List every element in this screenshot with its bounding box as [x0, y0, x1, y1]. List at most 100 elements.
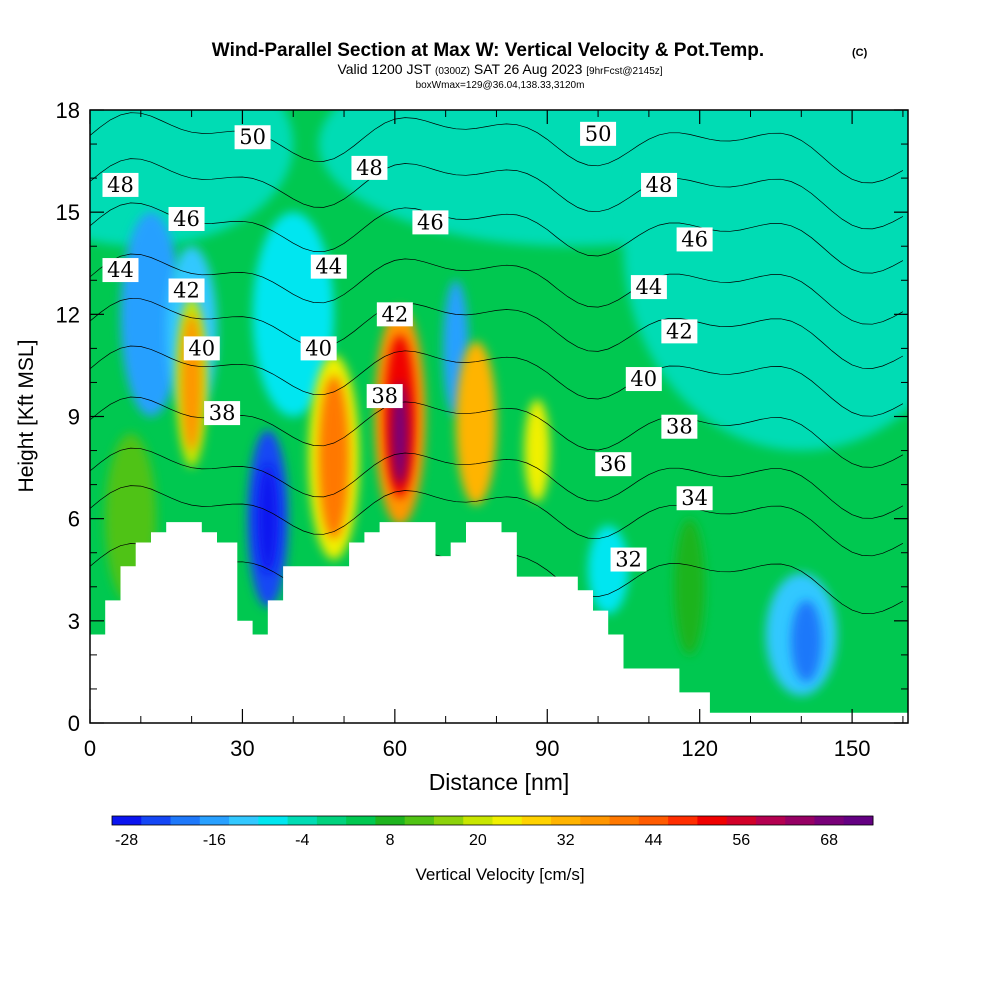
x-tick-label: 90 [535, 736, 559, 761]
y-tick-label: 0 [68, 711, 80, 736]
theta-label: 48 [102, 172, 139, 197]
theta-label-text: 40 [305, 336, 332, 360]
colorbar-swatch [521, 816, 552, 825]
velocity-blob-9 [257, 464, 278, 574]
colorbar-swatch [229, 816, 259, 825]
theta-label-box [168, 278, 205, 303]
velocity-blob-17 [524, 399, 550, 502]
theta-label-text: 44 [636, 275, 663, 299]
colorbar-tick-label: 56 [732, 832, 750, 849]
isentrope-50 [90, 112, 904, 184]
colorbar-swatch [814, 816, 845, 825]
theta-label: 44 [102, 258, 139, 283]
y-tick-label: 12 [56, 302, 80, 327]
colorbar-swatch [785, 816, 815, 825]
colorbar-swatch [346, 816, 376, 825]
theta-label: 38 [204, 401, 241, 426]
theta-label: 40 [300, 336, 337, 361]
theta-label-box [412, 210, 449, 235]
forecast-info: [9hrFcst@2145z] [586, 66, 663, 77]
theta-label-box [183, 336, 220, 361]
x-tick-label: 120 [681, 736, 718, 761]
theta-label-box [610, 547, 647, 572]
theta-label-text: 36 [600, 452, 627, 476]
theta-label: 38 [661, 414, 698, 439]
y-tick-label: 6 [68, 507, 80, 532]
y-tick-label: 15 [56, 200, 80, 225]
y-axis-label: Height [Kft MSL] [15, 340, 38, 493]
theta-label: 50 [580, 122, 617, 146]
theta-label-text: 40 [188, 336, 215, 360]
theta-label-text: 38 [371, 384, 398, 408]
colorbar-swatch [433, 816, 464, 825]
valid-prefix: Valid 1200 JST [337, 61, 431, 77]
theta-label-box [366, 384, 403, 409]
y-tick-label: 9 [68, 405, 80, 430]
theta-label: 44 [310, 254, 347, 279]
isentrope-44 [90, 253, 904, 325]
theta-label: 32 [610, 547, 647, 572]
colorbar-tick-label: -28 [115, 832, 138, 849]
velocity-blob-7 [181, 314, 202, 451]
colorbar-swatch [551, 816, 581, 825]
theta-label-text: 46 [173, 207, 200, 231]
x-tick-label: 60 [383, 736, 407, 761]
theta-label: 38 [366, 384, 403, 409]
velocity-blob-11 [318, 375, 350, 540]
theta-label-text: 46 [417, 210, 444, 234]
x-axis-label: Distance [nm] [429, 769, 570, 795]
theta-label-text: 32 [615, 548, 642, 572]
x-tick-label: 0 [84, 736, 96, 761]
colorbar-swatch [463, 816, 493, 825]
colorbar-swatch [316, 816, 347, 825]
colorbar-swatch [287, 816, 318, 825]
isentrope-46 [90, 202, 904, 274]
theta-label: 46 [676, 227, 713, 252]
theta-label: 48 [351, 155, 388, 180]
colorbar-swatch [112, 816, 142, 825]
theta-label-box [630, 275, 667, 300]
theta-label-text: 44 [107, 258, 134, 282]
colorbar-tick-label: -4 [295, 832, 309, 849]
valid-time-line: Valid 1200 JST (0300Z) SAT 26 Aug 2023 [… [337, 61, 662, 77]
colorbar-swatch [258, 816, 289, 825]
theta-label-text: 42 [173, 278, 200, 302]
velocity-blob-16 [455, 341, 497, 506]
theta-label: 48 [641, 172, 678, 197]
colorbar-outline [111, 815, 874, 826]
colorbar-tick-label: 8 [386, 832, 395, 849]
theta-label: 36 [595, 452, 632, 477]
theta-label-box [661, 319, 698, 344]
theta-label-text: 34 [681, 486, 708, 510]
isentrope-34 [90, 485, 904, 557]
colorbar-tick-label: 68 [820, 832, 838, 849]
theta-label-box [661, 414, 698, 439]
theta-label-text: 44 [315, 255, 342, 279]
colorbar-tick-label: 32 [557, 832, 575, 849]
theta-label: 46 [412, 210, 449, 235]
chart-title: Wind-Parallel Section at Max W: Vertical… [212, 40, 764, 61]
theta-label-box [204, 401, 241, 426]
theta-label: 42 [376, 302, 413, 327]
isentrope-48 [90, 158, 904, 230]
theta-label-text: 48 [356, 156, 383, 180]
y-tick-label: 3 [68, 609, 80, 634]
isentrope-40 [90, 345, 904, 417]
theta-label: 34 [676, 486, 713, 511]
colorbar-swatch [638, 816, 669, 825]
theta-label-text: 38 [209, 401, 236, 425]
isentrope-36 [90, 447, 904, 519]
x-tick-label: 150 [834, 736, 871, 761]
velocity-blob-22 [674, 518, 705, 655]
theta-label-text: 42 [666, 319, 693, 343]
theta-label-box [351, 155, 388, 180]
colorbar-tick-labels: -28 -16 -4 8 20 32 44 56 68 [115, 832, 838, 849]
theta-label-box [641, 172, 678, 197]
theta-label: 42 [168, 278, 205, 303]
theta-label-box [102, 172, 139, 197]
theta-label: 46 [168, 206, 205, 231]
colorbar-swatch [697, 816, 728, 825]
theta-label: 40 [625, 367, 662, 392]
